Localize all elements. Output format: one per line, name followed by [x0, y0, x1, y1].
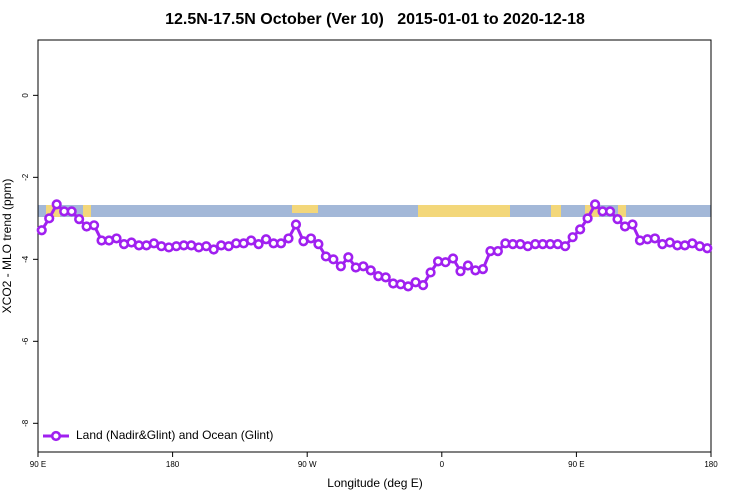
data-point — [253, 239, 264, 250]
x-axis-label: Longitude (deg E) — [327, 476, 422, 490]
data-point — [343, 252, 354, 263]
data-point — [425, 267, 436, 278]
data-point — [246, 235, 257, 246]
data-point — [380, 272, 391, 283]
data-point — [418, 280, 429, 291]
data-point — [589, 199, 601, 210]
chart-title: 12.5N-17.5N October (Ver 10) 2015-01-01 … — [165, 11, 585, 28]
data-point — [335, 261, 346, 272]
map-strip — [38, 205, 711, 217]
data-point — [313, 239, 324, 250]
y-tick-label: -2 — [21, 173, 30, 181]
data-point — [208, 244, 219, 255]
data-point — [462, 260, 474, 271]
data-point — [88, 220, 100, 231]
x-tick-label: 90 E — [30, 460, 46, 469]
data-point — [328, 254, 339, 265]
data-point — [612, 214, 623, 225]
data-point — [51, 199, 62, 210]
data-point — [649, 233, 661, 244]
data-point — [74, 214, 85, 225]
y-tick-label: 0 — [21, 93, 30, 98]
data-point — [447, 253, 459, 264]
data-point — [627, 219, 638, 230]
legend-label: Land (Nadir&Glint) and Ocean (Glint) — [76, 428, 273, 442]
x-tick-label: 0 — [440, 460, 445, 469]
x-tick-label: 180 — [166, 460, 180, 469]
data-point — [575, 224, 586, 235]
data-point — [358, 261, 369, 272]
data-point — [492, 246, 503, 257]
x-tick-label: 90 E — [568, 460, 584, 469]
y-axis-label: XCO2 - MLO trend (ppm) — [0, 179, 14, 314]
data-point — [560, 241, 571, 252]
data-point — [567, 232, 578, 243]
x-tick-label: 180 — [704, 460, 718, 469]
data-point — [440, 257, 451, 268]
data-point — [260, 234, 272, 245]
data-point — [365, 265, 376, 276]
data-point — [283, 233, 294, 244]
data-point — [702, 243, 713, 254]
data-point — [604, 206, 616, 217]
data-point — [477, 264, 489, 275]
y-tick-label: -6 — [21, 337, 30, 345]
data-point — [403, 281, 414, 292]
data-point — [66, 206, 77, 217]
data-point — [455, 266, 466, 277]
data-point — [305, 233, 317, 244]
x-tick-label: 90 W — [298, 460, 317, 469]
y-tick-label: -8 — [21, 419, 30, 427]
data-point — [36, 225, 47, 236]
data-point — [111, 233, 122, 244]
data-point — [290, 219, 302, 230]
legend-marker — [50, 430, 62, 442]
data-point — [44, 213, 55, 224]
y-tick-label: -4 — [21, 255, 30, 263]
data-point — [275, 238, 287, 249]
data-point — [582, 213, 593, 224]
